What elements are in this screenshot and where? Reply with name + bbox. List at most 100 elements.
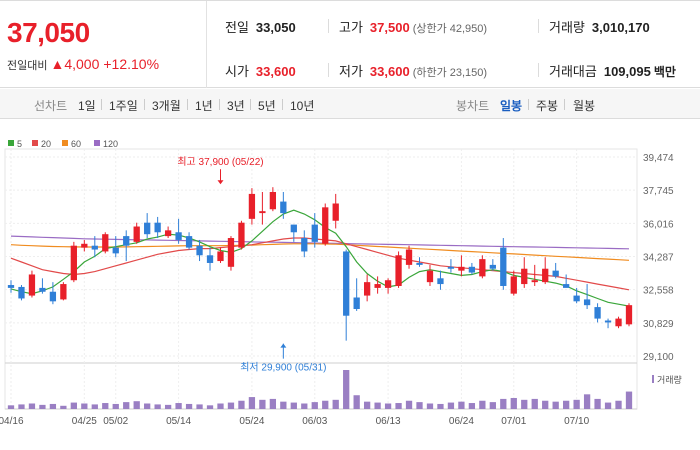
volume-bar <box>583 394 591 409</box>
candle-body <box>573 295 580 302</box>
period-3m[interactable]: 3개월 <box>152 99 181 113</box>
candle-body <box>311 224 318 242</box>
candle-body <box>185 236 193 248</box>
candlestick-svg: 39,474 37,745 36,016 34,287 32,558 30,829 29,1… <box>0 148 682 427</box>
candle-body <box>206 255 214 263</box>
volume-bar <box>185 403 193 409</box>
low-annotation: 최저 29,900 (05/31) <box>240 362 326 374</box>
ma120-line <box>10 235 630 250</box>
volume-bar <box>290 402 297 409</box>
volume-bar <box>196 404 203 409</box>
volume-bar <box>217 403 224 409</box>
candle-body <box>416 262 423 265</box>
candle-body <box>458 266 465 271</box>
day-high: 고가 37,500 (상한가 42,950) <box>339 20 488 35</box>
volume-bar <box>332 399 339 409</box>
x-tick-label: 04/25 <box>72 416 97 427</box>
candle-body <box>259 211 266 214</box>
line-chart-label: 선차트 <box>34 99 68 113</box>
volume-bar <box>500 398 507 409</box>
candle-body <box>102 234 109 252</box>
volume: 거래량 3,010,170 <box>549 20 650 35</box>
x-tick-label: 06/03 <box>302 416 327 427</box>
candle-body <box>196 245 203 256</box>
period-1d[interactable]: 1일 <box>78 99 96 113</box>
candle-chart-label: 봉차트 <box>456 99 490 113</box>
candle-body <box>39 287 46 292</box>
candle-body <box>332 203 339 221</box>
candle-body <box>405 249 413 265</box>
candle-monthly[interactable]: 월봉 <box>573 99 596 113</box>
candle-body <box>374 284 381 288</box>
volume-bar <box>7 405 15 409</box>
volume-bar <box>322 400 329 409</box>
volume-bar <box>112 403 119 409</box>
volume-bar <box>563 400 570 409</box>
volume-bar <box>489 402 496 409</box>
candle-body <box>384 280 392 288</box>
candle-body <box>363 282 371 296</box>
change-label: 전일대비 <box>7 60 48 72</box>
candle-body <box>269 191 277 210</box>
candle-daily[interactable]: 일봉 <box>500 99 523 113</box>
volume-bar <box>353 395 360 409</box>
period-10y[interactable]: 10년 <box>290 99 315 113</box>
volume-bar <box>206 405 214 409</box>
candle-body <box>301 238 308 252</box>
candle-body <box>583 299 591 306</box>
volume-bar <box>18 404 25 409</box>
legend-ma60: 60 <box>62 139 81 149</box>
volume-bar <box>458 401 465 409</box>
x-tick-label: 07/10 <box>564 416 589 427</box>
candle-body <box>563 284 570 288</box>
candle-body <box>604 320 612 323</box>
period-1y[interactable]: 1년 <box>195 99 213 113</box>
x-tick-label: 06/24 <box>449 416 474 427</box>
chart-toolbar: 선차트 1일 1주일 3개월 1년 3년 5년 10년 봉차트 일봉 주봉 월봉 <box>0 89 700 119</box>
candle-body <box>70 245 77 281</box>
volume-bar <box>259 399 266 409</box>
candle-body <box>164 230 172 237</box>
candle-body <box>154 222 161 233</box>
volume-bar <box>343 370 350 409</box>
volume-bar <box>311 402 318 409</box>
candle-body <box>531 280 538 283</box>
volume-bar <box>81 403 88 409</box>
x-tick-label: 06/13 <box>376 416 401 427</box>
candle-body <box>426 270 434 283</box>
candle-body <box>395 255 402 286</box>
volume-bar <box>615 400 622 409</box>
volume-bar <box>60 405 67 409</box>
volume-bar <box>144 403 151 409</box>
prev-close: 전일 33,050 <box>225 20 296 35</box>
candle-body <box>217 251 224 262</box>
volume-bar <box>102 403 109 409</box>
volume-bar <box>552 401 559 409</box>
candle-body <box>91 245 98 250</box>
volume-bar <box>604 402 612 409</box>
volume-bar <box>395 403 402 409</box>
period-5y[interactable]: 5년 <box>258 99 276 113</box>
candle-body <box>447 266 455 269</box>
volume-bar <box>594 398 601 409</box>
candle-body <box>615 318 622 327</box>
divider <box>538 63 539 77</box>
x-tick-label: 05/02 <box>103 416 128 427</box>
legend-ma5: 5 <box>8 139 22 149</box>
y-tick-label: 36,016 <box>643 219 674 230</box>
period-1w[interactable]: 1주일 <box>109 99 138 113</box>
candle-body <box>594 307 601 319</box>
candle-body <box>248 193 256 219</box>
legend-ma20: 20 <box>32 139 51 149</box>
candle-weekly[interactable]: 주봉 <box>536 99 559 113</box>
volume-bar <box>164 404 172 409</box>
volume-bar <box>301 403 308 409</box>
open-price: 시가 33,600 <box>225 64 296 79</box>
volume-bar <box>28 403 36 409</box>
volume-bar <box>510 397 517 409</box>
day-low: 저가 33,600 (하한가 23,150) <box>339 64 488 79</box>
candle-body <box>28 274 36 296</box>
period-3y[interactable]: 3년 <box>227 99 245 113</box>
candle-body <box>500 247 507 286</box>
